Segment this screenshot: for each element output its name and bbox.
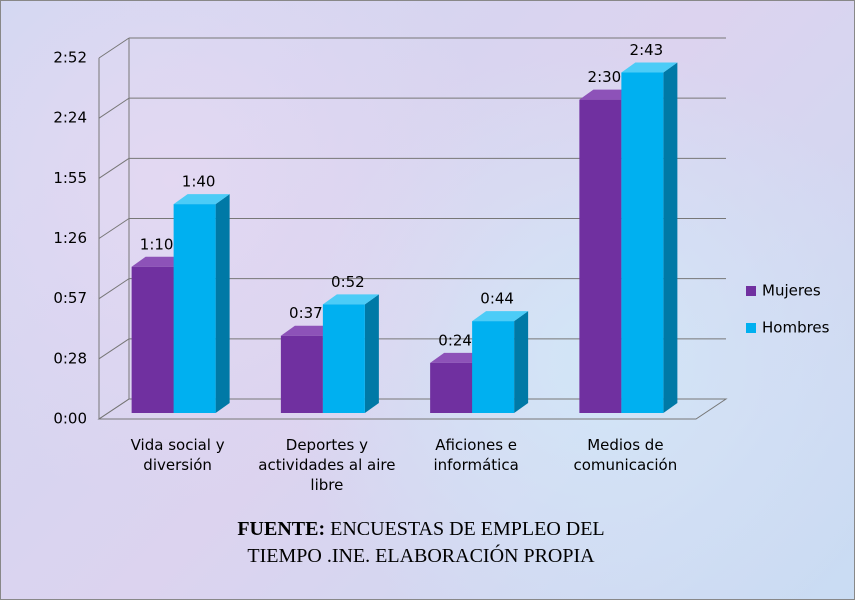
data-label: 0:24	[438, 331, 472, 349]
bar-face	[430, 362, 473, 413]
y-tick-label: 2:52	[53, 49, 87, 67]
data-label: 1:10	[140, 235, 174, 253]
bar-face	[621, 62, 678, 73]
grid-line	[98, 157, 130, 179]
data-label: 2:43	[630, 41, 664, 59]
y-tick-label: 0:00	[53, 410, 87, 428]
data-label: 1:40	[182, 173, 216, 191]
x-tick-label: Vida social y diversión	[130, 436, 225, 474]
grid-line	[98, 338, 130, 360]
bar-face	[663, 62, 678, 413]
bar-face	[173, 204, 216, 413]
y-tick-label: 1:55	[53, 169, 87, 187]
bar-face	[364, 294, 379, 413]
legend-swatch	[746, 323, 756, 333]
data-label: 2:30	[588, 68, 622, 86]
bar-face	[280, 335, 323, 413]
legend-swatch	[746, 286, 756, 296]
source-text: ENCUESTAS DE EMPLEO DEL TIEMPO .INE. ELA…	[247, 518, 605, 567]
source: FUENTE: ENCUESTAS DE EMPLEO DEL TIEMPO .…	[231, 516, 611, 570]
y-tick-label: 1:26	[53, 229, 87, 247]
y-tick-label: 0:28	[53, 349, 87, 367]
bar	[472, 311, 529, 413]
bar-face	[514, 311, 529, 413]
x-tick-label: Deportes y actividades al aire libre	[258, 436, 396, 494]
bar-face	[472, 311, 529, 322]
grid-line	[98, 37, 130, 59]
y-tick-label: 0:57	[53, 289, 87, 307]
bar-face	[322, 294, 379, 305]
x-tick-label: Aficiones e informática	[433, 436, 519, 474]
bar-face	[322, 304, 365, 413]
bar	[173, 194, 230, 413]
grid-line	[98, 218, 130, 239]
source-label: FUENTE:	[237, 518, 326, 540]
bar-face	[579, 99, 622, 413]
bar	[322, 294, 379, 413]
data-label: 0:37	[289, 304, 323, 322]
legend-label: Mujeres	[762, 282, 821, 300]
bar-face	[173, 194, 230, 205]
data-label: 0:52	[331, 273, 365, 291]
grid-line	[98, 398, 130, 420]
grid-line	[98, 97, 130, 119]
legend-label: Hombres	[762, 319, 830, 337]
grid-line	[98, 278, 130, 300]
bar-face	[472, 321, 515, 413]
bar-face	[621, 72, 664, 413]
x-tick-label: Medios de comunicación	[573, 436, 678, 474]
bar-face	[131, 266, 174, 413]
y-tick-label: 2:24	[53, 109, 87, 127]
bar	[621, 62, 678, 413]
data-label: 0:44	[480, 290, 514, 308]
bar-face	[215, 194, 230, 413]
